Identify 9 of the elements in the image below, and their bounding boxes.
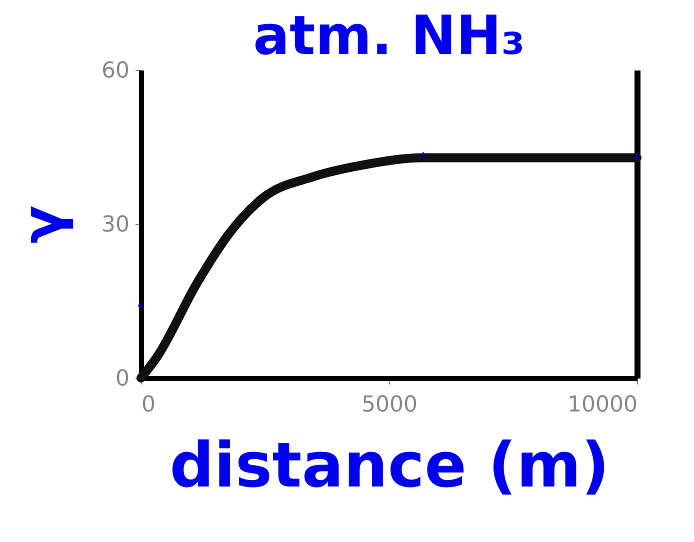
y-tick-label: 30 [102, 212, 130, 238]
y-tick-label: 60 [102, 58, 130, 84]
y-tick-label: 0 [116, 366, 130, 392]
y-axis-title: γ [10, 205, 76, 244]
x-axis-title: distance (m) [170, 428, 610, 502]
x-tick-label: 0 [142, 392, 156, 418]
chart-title: atm. NH₃ [253, 4, 525, 67]
x-tick-label: 5000 [362, 392, 418, 418]
x-tick-label: 10000 [568, 392, 638, 418]
